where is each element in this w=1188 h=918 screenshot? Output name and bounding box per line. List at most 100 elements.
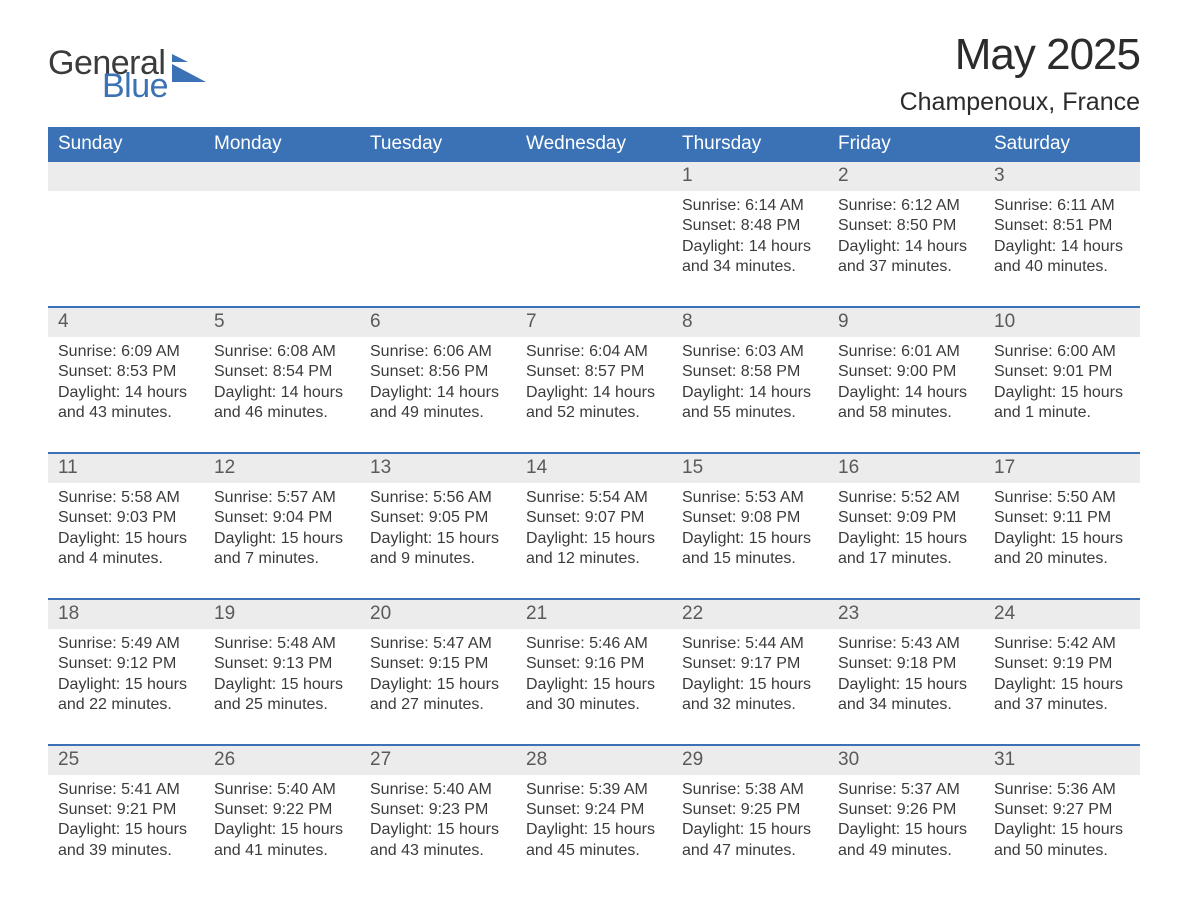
- week-separator: [48, 726, 1140, 744]
- day-number: 5: [204, 308, 360, 337]
- daylight-text: Daylight: 15 hours and 7 minutes.: [214, 529, 350, 570]
- day-cell: Sunrise: 5:40 AMSunset: 9:23 PMDaylight:…: [360, 775, 516, 872]
- sunrise-text: Sunrise: 5:38 AM: [682, 780, 818, 800]
- sunset-text: Sunset: 9:07 PM: [526, 508, 662, 528]
- brand-text: General Blue: [48, 48, 168, 101]
- sunset-text: Sunset: 8:57 PM: [526, 362, 662, 382]
- day-cell: Sunrise: 5:42 AMSunset: 9:19 PMDaylight:…: [984, 629, 1140, 726]
- brand-logo: General Blue: [48, 30, 206, 101]
- day-body-row: Sunrise: 6:14 AMSunset: 8:48 PMDaylight:…: [48, 191, 1140, 288]
- day-cell: Sunrise: 5:39 AMSunset: 9:24 PMDaylight:…: [516, 775, 672, 872]
- sunrise-text: Sunrise: 5:43 AM: [838, 634, 974, 654]
- sunrise-text: Sunrise: 5:58 AM: [58, 488, 194, 508]
- sunset-text: Sunset: 9:23 PM: [370, 800, 506, 820]
- sunrise-text: Sunrise: 5:42 AM: [994, 634, 1130, 654]
- daylight-text: Daylight: 15 hours and 34 minutes.: [838, 675, 974, 716]
- weekday-header: Saturday: [984, 127, 1140, 162]
- sunrise-text: Sunrise: 6:03 AM: [682, 342, 818, 362]
- day-number: 20: [360, 600, 516, 629]
- day-number: [516, 162, 672, 191]
- day-cell: [360, 191, 516, 288]
- day-number: 9: [828, 308, 984, 337]
- day-cell: Sunrise: 5:36 AMSunset: 9:27 PMDaylight:…: [984, 775, 1140, 872]
- day-body-row: Sunrise: 6:09 AMSunset: 8:53 PMDaylight:…: [48, 337, 1140, 434]
- day-cell: Sunrise: 6:09 AMSunset: 8:53 PMDaylight:…: [48, 337, 204, 434]
- sunset-text: Sunset: 8:58 PM: [682, 362, 818, 382]
- daylight-text: Daylight: 14 hours and 46 minutes.: [214, 383, 350, 424]
- day-cell: Sunrise: 6:12 AMSunset: 8:50 PMDaylight:…: [828, 191, 984, 288]
- day-number: 1: [672, 162, 828, 191]
- day-number: 17: [984, 454, 1140, 483]
- week: 45678910Sunrise: 6:09 AMSunset: 8:53 PMD…: [48, 306, 1140, 434]
- sunset-text: Sunset: 9:00 PM: [838, 362, 974, 382]
- sunrise-text: Sunrise: 5:40 AM: [214, 780, 350, 800]
- day-number: 26: [204, 746, 360, 775]
- sunset-text: Sunset: 8:53 PM: [58, 362, 194, 382]
- day-number-row: 18192021222324: [48, 600, 1140, 629]
- daylight-text: Daylight: 15 hours and 43 minutes.: [370, 820, 506, 861]
- sunset-text: Sunset: 9:21 PM: [58, 800, 194, 820]
- day-cell: Sunrise: 5:58 AMSunset: 9:03 PMDaylight:…: [48, 483, 204, 580]
- day-number: 29: [672, 746, 828, 775]
- day-number-row: 123: [48, 162, 1140, 191]
- daylight-text: Daylight: 14 hours and 40 minutes.: [994, 237, 1130, 278]
- sunset-text: Sunset: 9:09 PM: [838, 508, 974, 528]
- sunset-text: Sunset: 9:25 PM: [682, 800, 818, 820]
- day-cell: Sunrise: 5:37 AMSunset: 9:26 PMDaylight:…: [828, 775, 984, 872]
- week-separator: [48, 434, 1140, 452]
- sunrise-text: Sunrise: 6:06 AM: [370, 342, 506, 362]
- day-cell: Sunrise: 6:06 AMSunset: 8:56 PMDaylight:…: [360, 337, 516, 434]
- day-cell: Sunrise: 5:56 AMSunset: 9:05 PMDaylight:…: [360, 483, 516, 580]
- sunset-text: Sunset: 9:18 PM: [838, 654, 974, 674]
- sunset-text: Sunset: 9:27 PM: [994, 800, 1130, 820]
- week: 11121314151617Sunrise: 5:58 AMSunset: 9:…: [48, 452, 1140, 580]
- sunrise-text: Sunrise: 6:11 AM: [994, 196, 1130, 216]
- sunset-text: Sunset: 9:12 PM: [58, 654, 194, 674]
- daylight-text: Daylight: 15 hours and 20 minutes.: [994, 529, 1130, 570]
- sunset-text: Sunset: 8:56 PM: [370, 362, 506, 382]
- sunrise-text: Sunrise: 6:09 AM: [58, 342, 194, 362]
- sunset-text: Sunset: 9:16 PM: [526, 654, 662, 674]
- sunrise-text: Sunrise: 5:40 AM: [370, 780, 506, 800]
- day-body-row: Sunrise: 5:41 AMSunset: 9:21 PMDaylight:…: [48, 775, 1140, 872]
- daylight-text: Daylight: 14 hours and 34 minutes.: [682, 237, 818, 278]
- sunset-text: Sunset: 8:48 PM: [682, 216, 818, 236]
- daylight-text: Daylight: 15 hours and 12 minutes.: [526, 529, 662, 570]
- daylight-text: Daylight: 15 hours and 1 minute.: [994, 383, 1130, 424]
- day-number: 18: [48, 600, 204, 629]
- day-number: 4: [48, 308, 204, 337]
- daylight-text: Daylight: 15 hours and 45 minutes.: [526, 820, 662, 861]
- sunset-text: Sunset: 9:22 PM: [214, 800, 350, 820]
- day-number-row: 11121314151617: [48, 454, 1140, 483]
- sunrise-text: Sunrise: 5:56 AM: [370, 488, 506, 508]
- day-number: 16: [828, 454, 984, 483]
- sunset-text: Sunset: 9:26 PM: [838, 800, 974, 820]
- sunrise-text: Sunrise: 6:08 AM: [214, 342, 350, 362]
- sunrise-text: Sunrise: 5:36 AM: [994, 780, 1130, 800]
- daylight-text: Daylight: 14 hours and 43 minutes.: [58, 383, 194, 424]
- day-cell: Sunrise: 6:00 AMSunset: 9:01 PMDaylight:…: [984, 337, 1140, 434]
- daylight-text: Daylight: 15 hours and 49 minutes.: [838, 820, 974, 861]
- daylight-text: Daylight: 15 hours and 39 minutes.: [58, 820, 194, 861]
- sunset-text: Sunset: 9:03 PM: [58, 508, 194, 528]
- day-number: 22: [672, 600, 828, 629]
- daylight-text: Daylight: 15 hours and 41 minutes.: [214, 820, 350, 861]
- day-cell: Sunrise: 6:01 AMSunset: 9:00 PMDaylight:…: [828, 337, 984, 434]
- day-cell: [204, 191, 360, 288]
- day-cell: Sunrise: 6:08 AMSunset: 8:54 PMDaylight:…: [204, 337, 360, 434]
- day-cell: Sunrise: 5:48 AMSunset: 9:13 PMDaylight:…: [204, 629, 360, 726]
- sunset-text: Sunset: 9:04 PM: [214, 508, 350, 528]
- sunrise-text: Sunrise: 5:48 AM: [214, 634, 350, 654]
- day-cell: Sunrise: 5:38 AMSunset: 9:25 PMDaylight:…: [672, 775, 828, 872]
- daylight-text: Daylight: 15 hours and 15 minutes.: [682, 529, 818, 570]
- day-cell: Sunrise: 5:43 AMSunset: 9:18 PMDaylight:…: [828, 629, 984, 726]
- daylight-text: Daylight: 15 hours and 22 minutes.: [58, 675, 194, 716]
- day-number: [204, 162, 360, 191]
- location: Champenoux, France: [900, 88, 1140, 117]
- sunrise-text: Sunrise: 6:01 AM: [838, 342, 974, 362]
- day-number: [360, 162, 516, 191]
- week: 18192021222324Sunrise: 5:49 AMSunset: 9:…: [48, 598, 1140, 726]
- day-number: 12: [204, 454, 360, 483]
- title-block: May 2025 Champenoux, France: [900, 30, 1140, 117]
- daylight-text: Daylight: 15 hours and 9 minutes.: [370, 529, 506, 570]
